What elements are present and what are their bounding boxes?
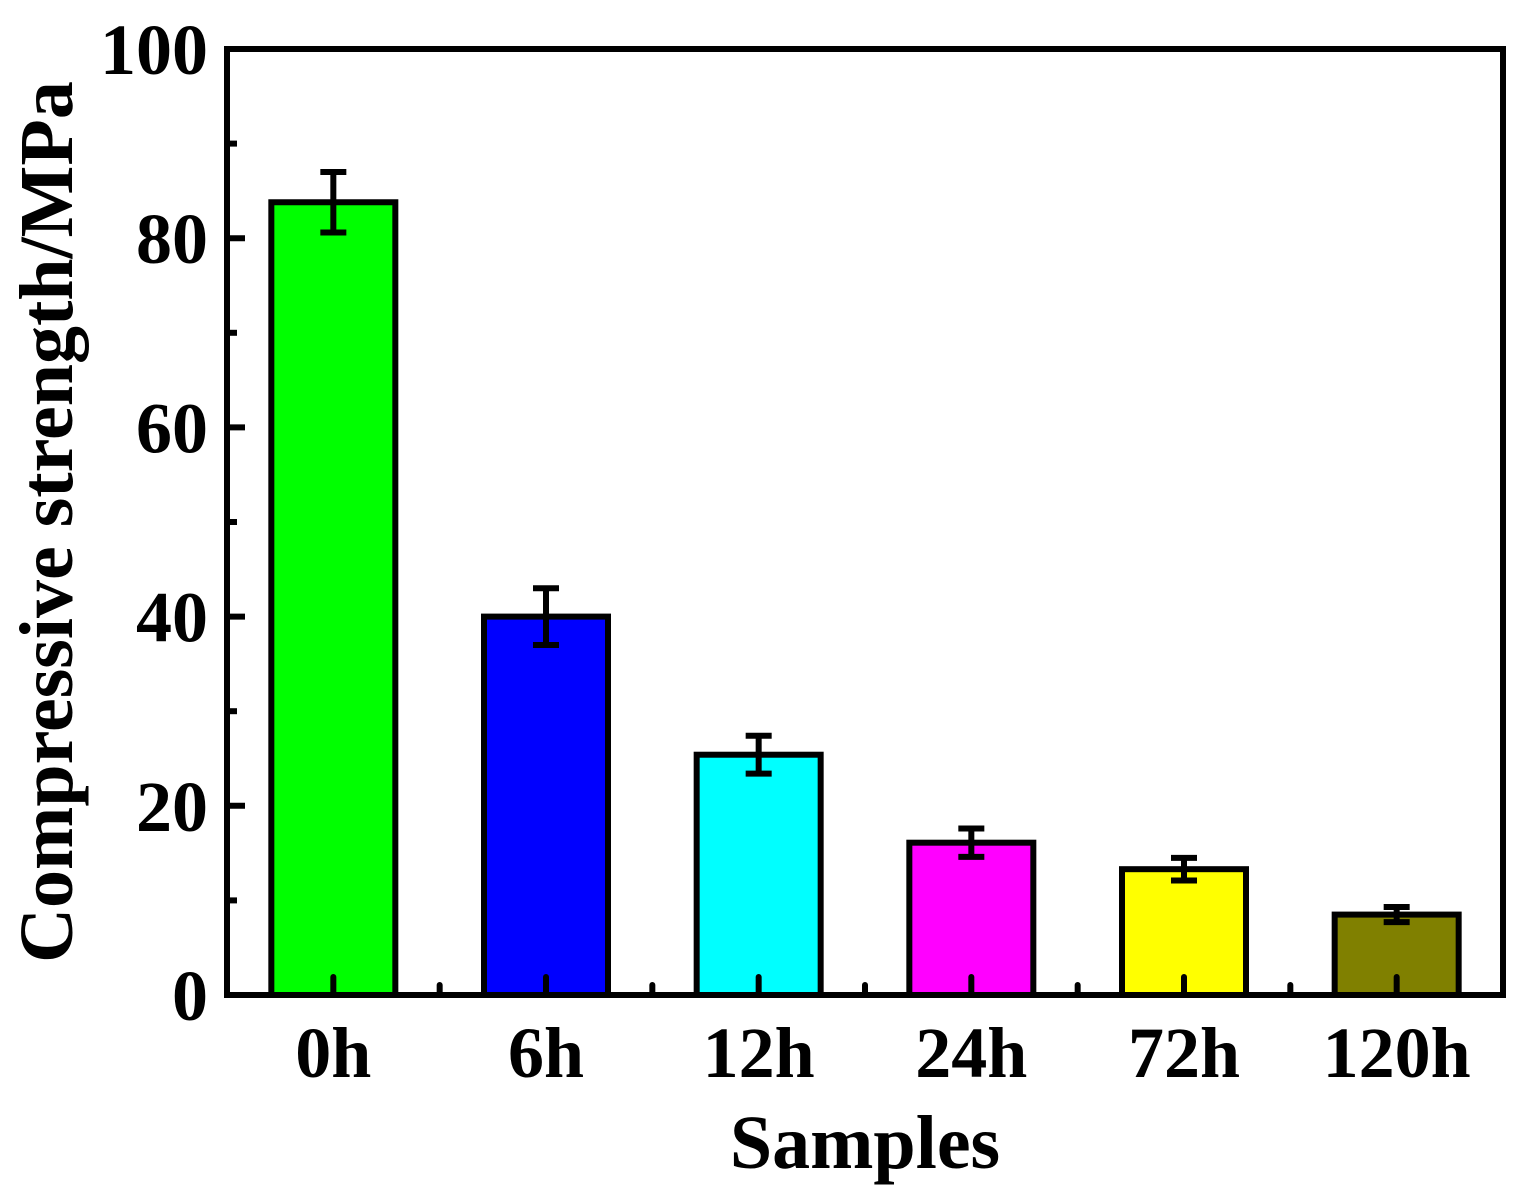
error-bar-0h [320,168,347,236]
error-bar-72h [1171,854,1197,884]
x-category-label: 12h [703,1013,815,1093]
error-bar-120h [1383,904,1410,926]
x-category-label: 0h [295,1013,371,1093]
error-bar-6h [533,585,559,648]
bar-12h [693,751,824,998]
y-tick-label: 100 [100,10,208,90]
x-category-label: 72h [1128,1013,1240,1093]
bar-0h [268,199,399,998]
y-tick-labels: 0 20 40 60 80 100 [100,10,208,1036]
error-bar-24h [958,825,985,860]
plot-frame [224,46,1506,998]
x-axis-title: Samples [730,1101,1000,1185]
y-tick-label: 60 [136,388,208,468]
y-tick-label: 0 [172,956,208,1036]
y-tick-label: 20 [136,767,208,847]
x-category-label: 120h [1323,1013,1471,1093]
y-tick-label: 40 [136,578,208,658]
bar-24h [906,839,1037,998]
bars-layer [268,199,1462,999]
error-bar-12h [745,732,772,777]
bar-6h [481,613,611,998]
x-category-label: 24h [915,1013,1027,1093]
y-tick-label: 80 [136,199,208,279]
y-axis-title: Compressive strength/MPa [5,81,89,963]
x-category-labels: 0h 6h 12h 24h 72h 120h [295,1013,1470,1093]
x-category-label: 6h [508,1013,584,1093]
error-bars-layer [320,168,1410,926]
